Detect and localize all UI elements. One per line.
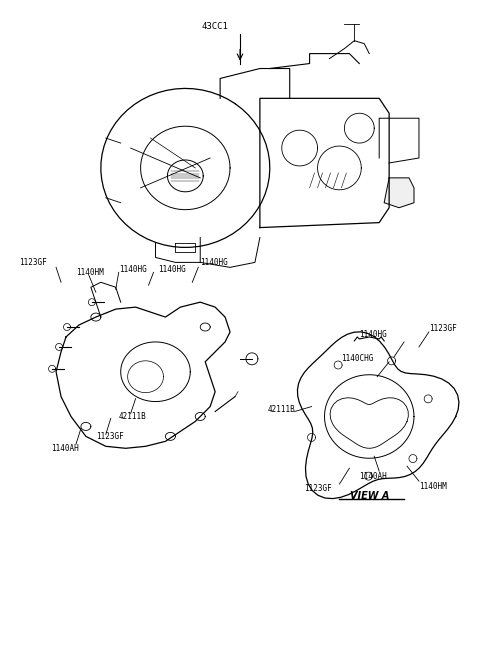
Text: 1123GF: 1123GF xyxy=(305,484,332,493)
Text: 43CC1: 43CC1 xyxy=(202,22,228,32)
Text: 1140HG: 1140HG xyxy=(119,265,146,274)
Text: 42111B: 42111B xyxy=(268,405,296,414)
Text: 1140CHG: 1140CHG xyxy=(341,354,374,363)
Text: 1123GF: 1123GF xyxy=(96,432,123,441)
Text: 1123GF: 1123GF xyxy=(19,258,47,267)
Text: 42111B: 42111B xyxy=(119,412,146,421)
Text: 1140HG: 1140HG xyxy=(158,265,186,274)
Text: 1140HG: 1140HG xyxy=(360,330,387,340)
Text: 1123GF: 1123GF xyxy=(429,325,456,334)
Text: 1140HG: 1140HG xyxy=(200,258,228,267)
Text: 1140HM: 1140HM xyxy=(419,482,447,491)
Text: 1140AH: 1140AH xyxy=(360,472,387,481)
Text: VIEW A: VIEW A xyxy=(349,491,389,501)
Text: 1140HM: 1140HM xyxy=(76,268,104,277)
Polygon shape xyxy=(384,178,414,208)
Text: 1140AH: 1140AH xyxy=(51,443,79,453)
